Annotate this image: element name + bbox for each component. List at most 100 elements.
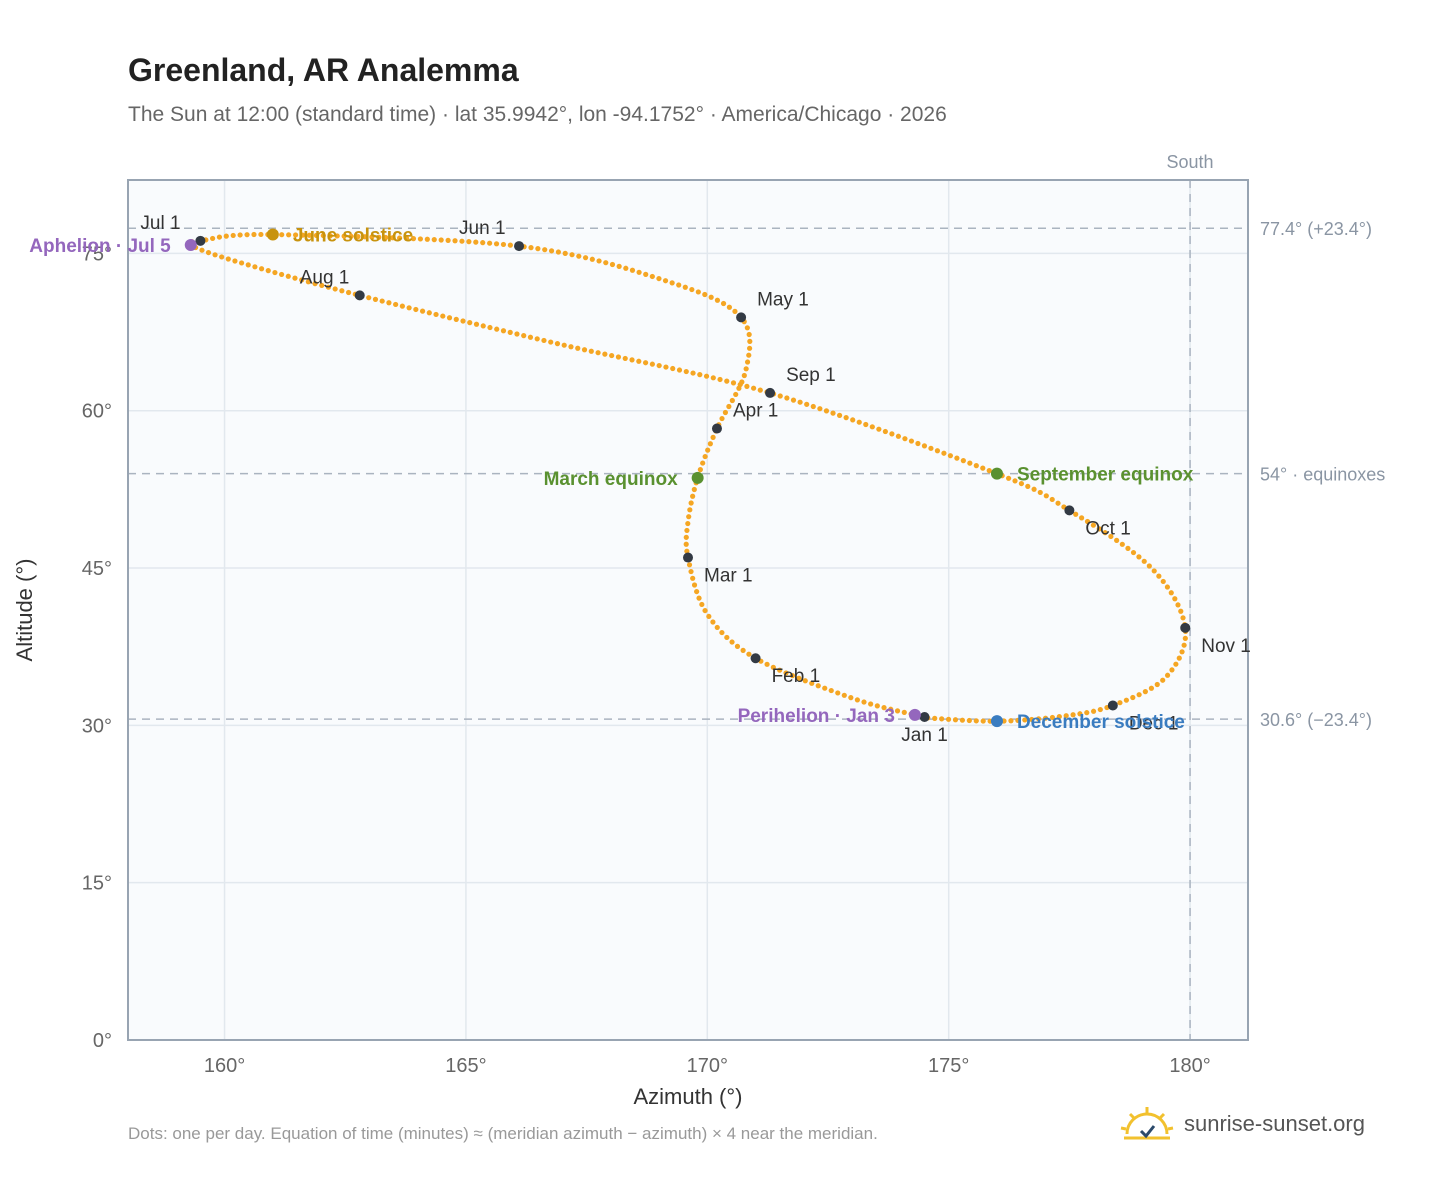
daily-dot bbox=[740, 647, 746, 653]
daily-dot bbox=[466, 239, 472, 245]
daily-dot bbox=[494, 326, 500, 332]
brand[interactable]: sunrise-sunset.org bbox=[1120, 1100, 1365, 1148]
daily-dot bbox=[345, 289, 352, 296]
daily-dot bbox=[348, 233, 354, 239]
daily-dot bbox=[684, 527, 690, 534]
daily-dot bbox=[685, 520, 691, 527]
daily-dot bbox=[332, 286, 338, 292]
daily-dot bbox=[609, 261, 616, 268]
daily-dot bbox=[1179, 649, 1185, 655]
daily-dot bbox=[697, 467, 703, 473]
daily-dot bbox=[730, 380, 737, 386]
daily-dot bbox=[843, 415, 849, 421]
daily-dot bbox=[1117, 700, 1123, 706]
daily-dot bbox=[687, 507, 693, 513]
daily-dot bbox=[743, 366, 749, 372]
event-marker bbox=[908, 708, 921, 721]
daily-dot bbox=[656, 275, 662, 282]
daily-dot bbox=[527, 334, 534, 340]
daily-dot bbox=[534, 336, 540, 342]
daily-dot bbox=[732, 308, 738, 314]
daily-dot bbox=[876, 426, 882, 432]
daily-dot bbox=[777, 667, 783, 673]
daily-dot bbox=[683, 541, 689, 547]
daily-dot bbox=[700, 460, 706, 466]
daily-dot bbox=[854, 697, 860, 703]
daily-dot bbox=[1108, 533, 1114, 540]
daily-dot bbox=[710, 619, 716, 625]
daily-dot bbox=[1055, 500, 1061, 506]
daily-dot bbox=[199, 247, 205, 253]
daily-dot bbox=[1141, 558, 1147, 564]
daily-dot bbox=[514, 331, 520, 337]
daily-dot bbox=[238, 260, 245, 266]
daily-dot bbox=[908, 438, 915, 444]
daily-dot bbox=[305, 279, 311, 285]
south-label: South bbox=[1167, 152, 1214, 172]
y-tick-label: 30° bbox=[82, 715, 112, 737]
daily-dot bbox=[575, 345, 581, 351]
daily-dot bbox=[1154, 681, 1160, 688]
x-tick-label: 165° bbox=[445, 1055, 486, 1077]
daily-dot bbox=[417, 236, 423, 242]
daily-dot bbox=[1156, 573, 1162, 579]
daily-dot bbox=[1148, 685, 1155, 691]
daily-dot bbox=[836, 412, 843, 418]
month-label: May 1 bbox=[757, 289, 809, 310]
daily-dot bbox=[676, 367, 683, 373]
daily-dot bbox=[362, 234, 368, 240]
daily-dot bbox=[902, 436, 908, 442]
month-label: Sep 1 bbox=[786, 365, 836, 386]
daily-dot bbox=[1018, 480, 1025, 487]
daily-dot bbox=[341, 233, 347, 239]
daily-dot bbox=[1130, 694, 1136, 701]
daily-dot bbox=[507, 329, 513, 335]
daily-dot bbox=[1036, 716, 1042, 722]
daily-dot bbox=[252, 264, 258, 270]
daily-dot bbox=[562, 250, 568, 256]
daily-dot bbox=[603, 260, 609, 266]
daily-dot bbox=[734, 643, 741, 649]
daily-dot bbox=[702, 607, 708, 614]
daily-dot bbox=[726, 403, 732, 410]
daily-dot bbox=[835, 690, 841, 696]
month-label: Aug 1 bbox=[300, 267, 350, 288]
month-marker bbox=[1064, 505, 1075, 516]
daily-dot bbox=[699, 601, 705, 608]
daily-dot bbox=[251, 231, 257, 238]
daily-dot bbox=[1029, 716, 1035, 723]
daily-dot bbox=[393, 301, 399, 308]
daily-dot bbox=[212, 252, 218, 258]
month-label: Jul 1 bbox=[140, 213, 180, 234]
chart-subtitle: The Sun at 12:00 (standard time) · lat 3… bbox=[128, 103, 947, 126]
daily-dot bbox=[1037, 489, 1043, 496]
event-label: June solstice bbox=[293, 226, 413, 247]
daily-dot bbox=[696, 595, 702, 601]
daily-dot bbox=[325, 284, 332, 290]
daily-dot bbox=[500, 241, 507, 248]
daily-dot bbox=[1169, 667, 1175, 673]
daily-dot bbox=[777, 393, 783, 399]
daily-dot bbox=[1176, 655, 1182, 661]
daily-dot bbox=[1070, 712, 1076, 718]
daily-dot bbox=[746, 345, 753, 351]
chart-title: Greenland, AR Analemma bbox=[128, 52, 519, 88]
daily-dot bbox=[770, 664, 776, 670]
daily-dot bbox=[1056, 714, 1062, 720]
daily-dot bbox=[744, 359, 751, 365]
daily-dot bbox=[729, 639, 735, 645]
daily-dot bbox=[697, 372, 703, 378]
daily-dot bbox=[861, 699, 867, 705]
daily-dot bbox=[690, 575, 696, 581]
daily-dot bbox=[419, 308, 426, 314]
month-label: Mar 1 bbox=[704, 566, 753, 587]
daily-dot bbox=[480, 323, 486, 329]
daily-dot bbox=[720, 300, 727, 307]
daily-dot bbox=[690, 370, 696, 376]
daily-dot bbox=[232, 258, 238, 264]
daily-dot bbox=[258, 231, 264, 238]
brand-name: sunrise-sunset.org bbox=[1184, 1111, 1365, 1136]
daily-dot bbox=[399, 303, 405, 309]
daily-dot bbox=[932, 715, 938, 721]
daily-dot bbox=[1168, 590, 1174, 596]
